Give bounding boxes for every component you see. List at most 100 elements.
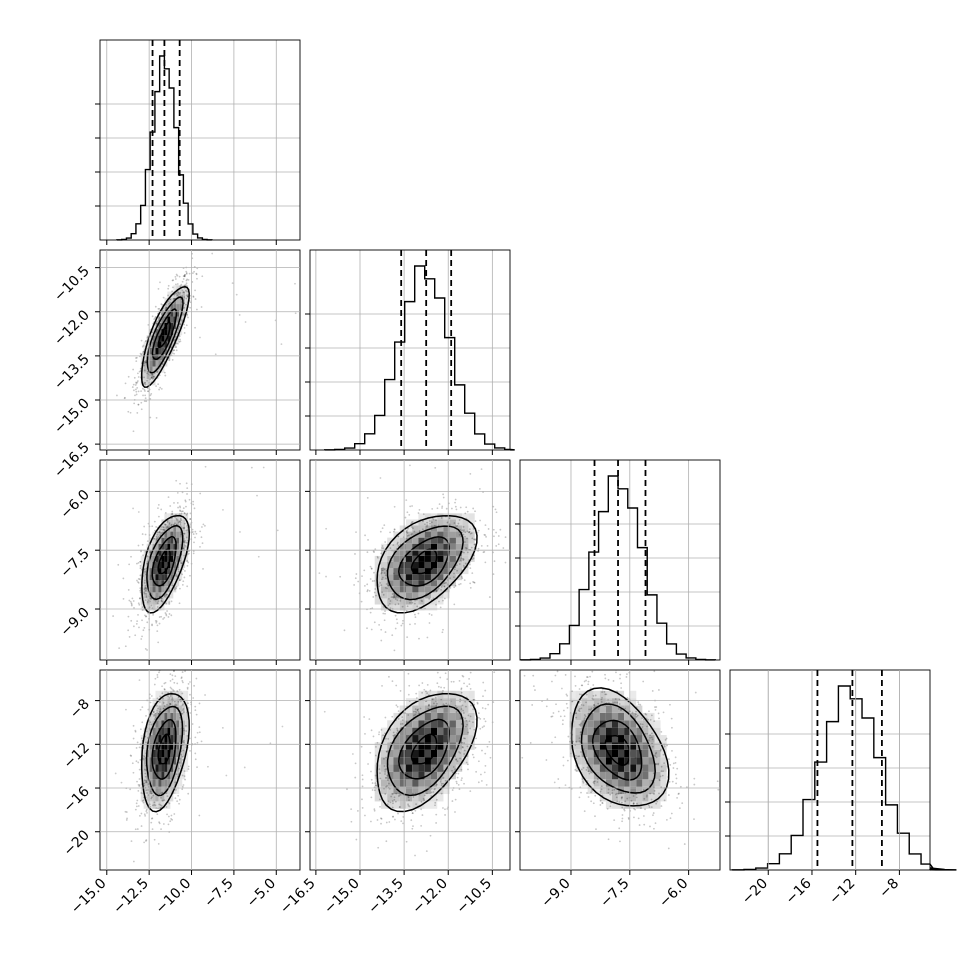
sample-point — [631, 711, 634, 714]
sample-point — [401, 719, 404, 721]
sample-point — [455, 508, 458, 511]
sample-point — [199, 492, 202, 495]
density-cell — [173, 757, 177, 765]
density-cell — [161, 690, 165, 699]
sample-point — [162, 526, 164, 528]
sample-point — [186, 560, 189, 562]
density-cell — [581, 742, 588, 750]
density-cell — [155, 586, 159, 593]
sample-point — [452, 680, 455, 683]
density-cell — [152, 604, 156, 611]
density-cell — [158, 735, 162, 743]
sample-point — [157, 308, 160, 310]
sample-point — [191, 723, 194, 725]
density-cell — [143, 341, 147, 348]
density-cell — [182, 749, 186, 758]
sample-point — [624, 800, 627, 803]
sample-point — [418, 712, 420, 715]
sample-point — [388, 675, 390, 678]
density-cell — [437, 749, 444, 758]
sample-point — [164, 681, 167, 684]
sample-point — [149, 551, 152, 554]
sample-point — [462, 746, 464, 749]
density-cell — [374, 555, 381, 562]
density-cell — [437, 742, 444, 750]
density-cell — [399, 771, 406, 780]
density-cell — [185, 304, 189, 311]
sample-point — [140, 353, 143, 356]
sample-point — [444, 672, 447, 675]
sample-point — [463, 737, 465, 740]
density-cell — [599, 735, 606, 743]
sample-point — [198, 814, 201, 817]
density-cell — [405, 779, 413, 787]
density-cell — [399, 537, 406, 544]
sample-point — [162, 701, 165, 704]
sample-point — [391, 680, 394, 683]
density-cell — [179, 322, 183, 330]
sample-point — [461, 674, 464, 677]
density-cell — [393, 742, 400, 750]
sample-point — [667, 758, 670, 761]
density-cell — [443, 705, 450, 713]
sample-point — [157, 842, 160, 845]
density-cell — [152, 592, 156, 599]
density-cell — [179, 555, 183, 562]
sample-point — [649, 718, 652, 721]
density-cell — [569, 705, 576, 713]
density-cell — [179, 297, 183, 305]
sample-point — [363, 716, 366, 718]
sample-point — [620, 797, 623, 800]
sample-point — [128, 599, 131, 602]
sample-point — [427, 707, 430, 710]
density-cell — [143, 366, 147, 373]
sample-point — [173, 349, 176, 351]
density-cell — [437, 727, 444, 736]
density-cell — [587, 771, 594, 780]
sample-point — [176, 800, 179, 803]
sample-point — [589, 675, 591, 678]
contour-level-0 — [410, 733, 438, 765]
sample-point — [169, 686, 172, 689]
sample-point — [181, 510, 184, 513]
sample-point — [649, 792, 652, 795]
sample-point — [457, 522, 460, 525]
density-cell — [660, 794, 667, 802]
density-cell — [418, 513, 425, 520]
sample-point — [366, 583, 369, 586]
sample-point — [592, 706, 595, 709]
sample-point — [151, 624, 153, 627]
density-cell — [167, 705, 171, 713]
density-cell — [581, 735, 588, 743]
density-cell — [149, 586, 153, 593]
density-cell — [599, 742, 606, 750]
density-cell — [182, 285, 186, 292]
density-cell — [170, 341, 174, 348]
sample-point — [378, 768, 381, 771]
sample-point — [434, 804, 436, 807]
density-cell — [170, 794, 174, 802]
y-tick-label: −10.5 — [51, 263, 93, 305]
panel-frame — [519, 669, 721, 871]
sample-point — [557, 710, 560, 713]
sample-point — [413, 530, 416, 533]
sample-point — [633, 807, 635, 810]
x-tick-label: −12.0 — [409, 876, 451, 918]
sample-point — [621, 817, 624, 820]
sample-point — [169, 505, 172, 507]
sample-point — [202, 568, 204, 570]
sample-point — [440, 778, 442, 781]
sample-point — [150, 792, 153, 795]
density-cell — [158, 543, 162, 550]
density-cell — [161, 366, 165, 373]
density-cell — [173, 291, 177, 298]
sample-point — [657, 763, 660, 766]
sample-point — [488, 596, 491, 598]
sample-point — [139, 560, 142, 563]
sample-point — [195, 713, 198, 716]
histogram-panel-0 — [95, 39, 301, 245]
sample-point — [158, 531, 161, 534]
sample-point — [170, 814, 173, 817]
sample-point — [408, 799, 410, 801]
sample-point — [127, 589, 130, 591]
